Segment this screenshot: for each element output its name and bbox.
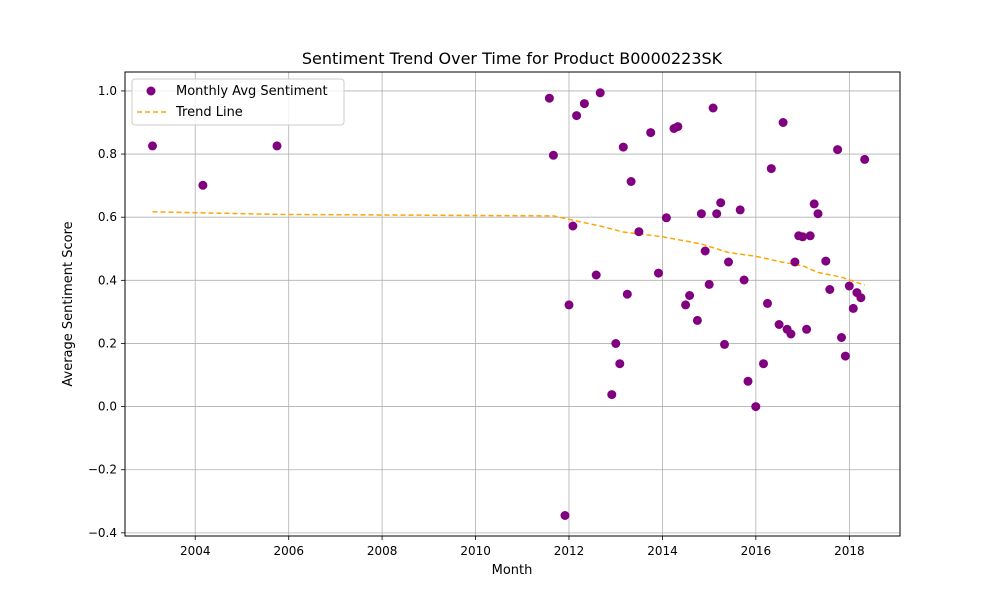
grid (125, 72, 900, 536)
x-tick-label: 2006 (273, 544, 304, 558)
trend-line (152, 211, 865, 286)
data-point (544, 93, 554, 103)
data-point (560, 511, 570, 520)
data-point (840, 351, 850, 361)
data-point (786, 329, 796, 339)
y-tick-label: 0.6 (98, 210, 117, 224)
data-point (802, 324, 812, 334)
data-point (763, 298, 772, 308)
data-point (634, 227, 644, 237)
x-axis-label: Month (492, 563, 533, 578)
data-point (751, 402, 761, 412)
data-point (685, 291, 695, 300)
legend: Monthly Avg Sentiment Trend Line (131, 78, 345, 126)
trend-line-layer (152, 211, 865, 286)
data-point (860, 154, 870, 164)
data-point (856, 293, 866, 303)
data-point (809, 199, 819, 209)
data-point (837, 333, 846, 342)
data-point (735, 205, 745, 215)
data-point (272, 141, 282, 151)
legend-label-trend: Trend Line (175, 105, 243, 120)
data-point (615, 359, 625, 369)
data-point (646, 128, 656, 138)
scatter-layer (148, 88, 870, 520)
data-point (626, 177, 636, 186)
data-point (148, 141, 157, 151)
data-point (611, 339, 621, 348)
y-tick-label: −0.4 (88, 526, 117, 540)
data-point (778, 118, 788, 127)
data-point (661, 213, 671, 223)
data-point (548, 150, 558, 160)
data-point (568, 221, 578, 231)
x-tick-label: 2010 (460, 544, 491, 558)
y-tick-label: 0.8 (98, 147, 117, 161)
data-point (720, 339, 729, 349)
data-point (564, 300, 574, 310)
y-axis-label: Average Sentiment Score (61, 221, 76, 386)
data-point (681, 300, 691, 310)
y-tick-label: 0.0 (98, 400, 117, 414)
data-point (844, 281, 854, 291)
data-point (591, 270, 601, 280)
data-point (692, 315, 702, 325)
legend-marker-scatter (146, 86, 156, 96)
data-point (595, 88, 605, 98)
data-point (198, 180, 208, 190)
x-axis: 2004 2006 2008 2010 2012 2014 2016 2018 (180, 536, 865, 558)
data-point (716, 198, 726, 208)
data-point (654, 268, 663, 278)
data-point (790, 257, 800, 267)
data-point (739, 275, 749, 285)
data-point (798, 232, 808, 242)
x-tick-label: 2004 (180, 544, 211, 558)
data-point (774, 320, 784, 329)
data-point (743, 376, 753, 386)
data-point (579, 99, 589, 109)
data-point (696, 209, 706, 219)
x-tick-label: 2008 (367, 544, 398, 558)
data-point (821, 256, 831, 266)
chart-title: Sentiment Trend Over Time for Product B0… (302, 49, 723, 68)
data-point (724, 257, 733, 267)
legend-box (131, 78, 345, 126)
data-point (766, 164, 776, 174)
data-point (833, 145, 843, 155)
data-point (813, 209, 823, 219)
data-point (848, 303, 858, 313)
y-tick-label: 0.4 (98, 273, 117, 287)
data-point (673, 122, 683, 132)
plot-frame (124, 71, 901, 537)
data-point (759, 359, 768, 369)
data-point (825, 285, 835, 294)
x-tick-label: 2014 (647, 544, 678, 558)
data-point (572, 111, 582, 121)
x-tick-label: 2018 (834, 544, 865, 558)
data-point (607, 390, 617, 400)
data-point (712, 209, 722, 219)
legend-label-scatter: Monthly Avg Sentiment (176, 84, 328, 99)
x-tick-label: 2016 (741, 544, 772, 558)
data-point (618, 142, 628, 152)
y-axis: −0.4 −0.2 0.0 0.2 0.4 0.6 0.8 1.0 (88, 84, 125, 540)
y-tick-label: 0.2 (98, 336, 117, 350)
data-point (708, 103, 718, 113)
data-point (622, 289, 632, 299)
data-point (805, 231, 815, 241)
x-tick-label: 2012 (554, 544, 585, 558)
data-point (700, 246, 710, 256)
data-point (704, 279, 714, 289)
y-tick-label: −0.2 (88, 463, 117, 477)
y-tick-label: 1.0 (98, 84, 117, 98)
